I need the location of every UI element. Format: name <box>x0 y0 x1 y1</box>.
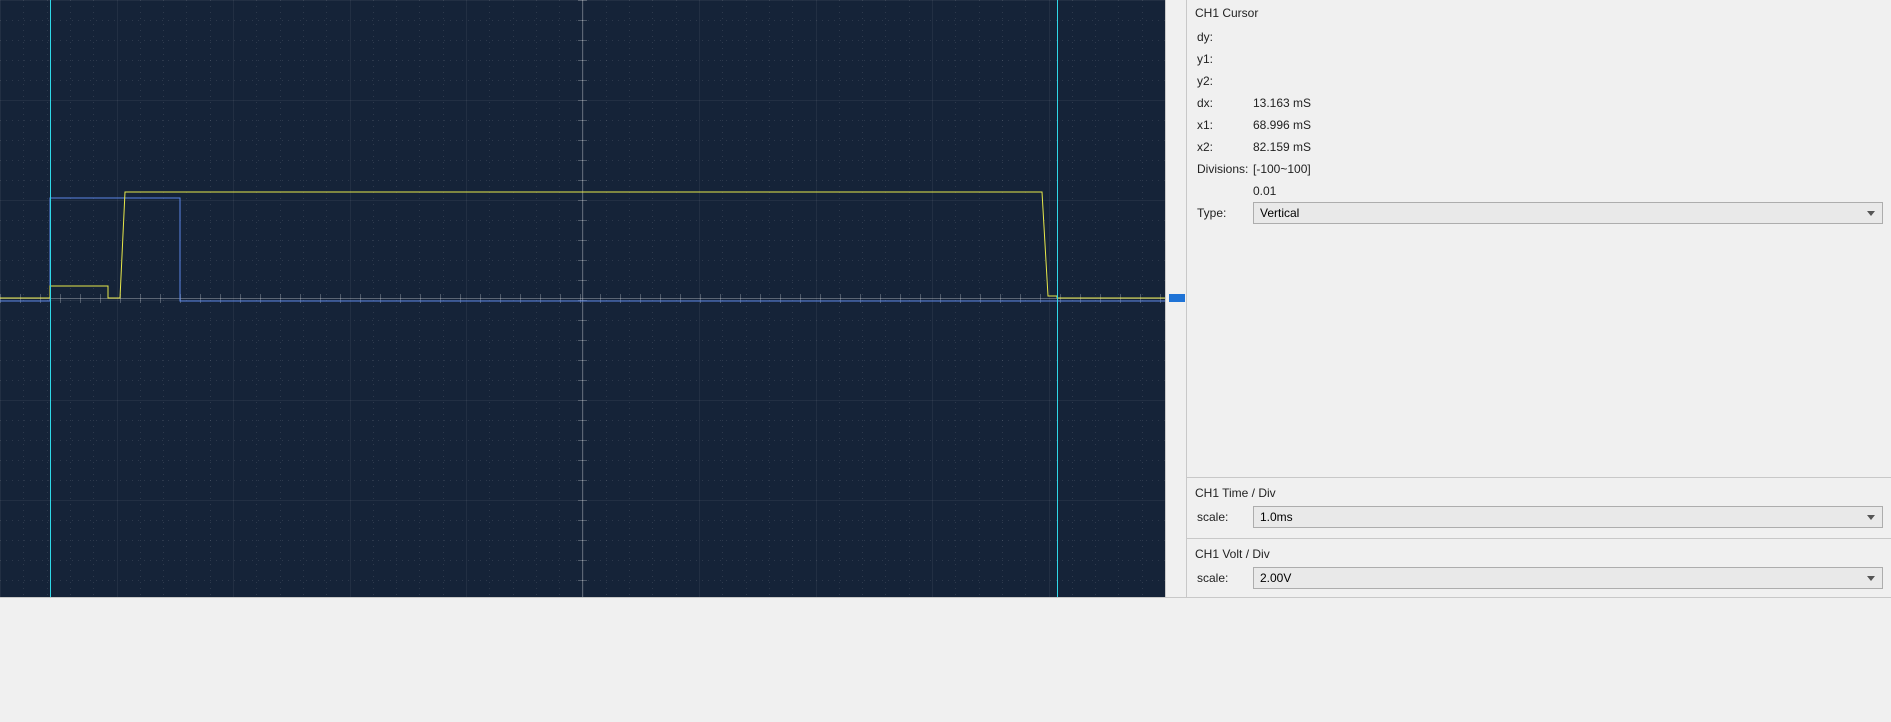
divider-1 <box>1187 477 1891 478</box>
label-type: Type: <box>1195 206 1253 220</box>
row-time-scale: scale: 1.0ms <box>1195 506 1883 528</box>
side-panel: CH1 Cursor dy: y1: y2: dx: 13.163 mS x1:… <box>1187 0 1891 597</box>
type-select[interactable]: Vertical <box>1253 202 1883 224</box>
volt-section: CH1 Volt / Div scale: 2.00V <box>1187 541 1891 597</box>
oscilloscope-display[interactable] <box>0 0 1165 597</box>
time-scale-select[interactable]: 1.0ms <box>1253 506 1883 528</box>
row-y2: y2: <box>1195 70 1883 92</box>
level-marker[interactable] <box>1169 294 1185 302</box>
time-section-title: CH1 Time / Div <box>1195 484 1883 506</box>
panel-spacer <box>1187 232 1891 475</box>
value-divisions: [-100~100] <box>1253 162 1883 176</box>
label-divisions: Divisions: <box>1195 162 1253 176</box>
waveform-canvas <box>0 0 1165 597</box>
cursor-section-title: CH1 Cursor <box>1195 4 1883 26</box>
row-volt-scale: scale: 2.00V <box>1195 567 1883 589</box>
value-divstep: 0.01 <box>1253 184 1883 198</box>
label-dx: dx: <box>1195 96 1253 110</box>
value-dx: 13.163 mS <box>1253 96 1883 110</box>
volt-scale-select-wrap: 2.00V <box>1253 567 1883 589</box>
volt-scale-select[interactable]: 2.00V <box>1253 567 1883 589</box>
row-dy: dy: <box>1195 26 1883 48</box>
row-x2: x2: 82.159 mS <box>1195 136 1883 158</box>
divider-2 <box>1187 538 1891 539</box>
row-type: Type: Vertical <box>1195 202 1883 224</box>
row-divisions: Divisions: [-100~100] <box>1195 158 1883 180</box>
row-x1: x1: 68.996 mS <box>1195 114 1883 136</box>
time-scale-select-wrap: 1.0ms <box>1253 506 1883 528</box>
label-y2: y2: <box>1195 74 1253 88</box>
label-dy: dy: <box>1195 30 1253 44</box>
cursor-x2[interactable] <box>1057 0 1058 597</box>
label-x1: x1: <box>1195 118 1253 132</box>
time-section: CH1 Time / Div scale: 1.0ms <box>1187 480 1891 536</box>
cursor-x1[interactable] <box>50 0 51 597</box>
label-time-scale: scale: <box>1195 510 1253 524</box>
row-divstep: 0.01 <box>1195 180 1883 202</box>
cursor-section: CH1 Cursor dy: y1: y2: dx: 13.163 mS x1:… <box>1187 0 1891 232</box>
volt-section-title: CH1 Volt / Div <box>1195 545 1883 567</box>
level-slider-track[interactable] <box>1165 0 1187 597</box>
row-y1: y1: <box>1195 48 1883 70</box>
value-x1: 68.996 mS <box>1253 118 1883 132</box>
row-dx: dx: 13.163 mS <box>1195 92 1883 114</box>
label-y1: y1: <box>1195 52 1253 66</box>
value-x2: 82.159 mS <box>1253 140 1883 154</box>
label-x2: x2: <box>1195 140 1253 154</box>
type-select-wrap: Vertical <box>1253 202 1883 224</box>
label-volt-scale: scale: <box>1195 571 1253 585</box>
bottom-strip <box>0 597 1891 722</box>
app-root: CH1 Cursor dy: y1: y2: dx: 13.163 mS x1:… <box>0 0 1891 722</box>
